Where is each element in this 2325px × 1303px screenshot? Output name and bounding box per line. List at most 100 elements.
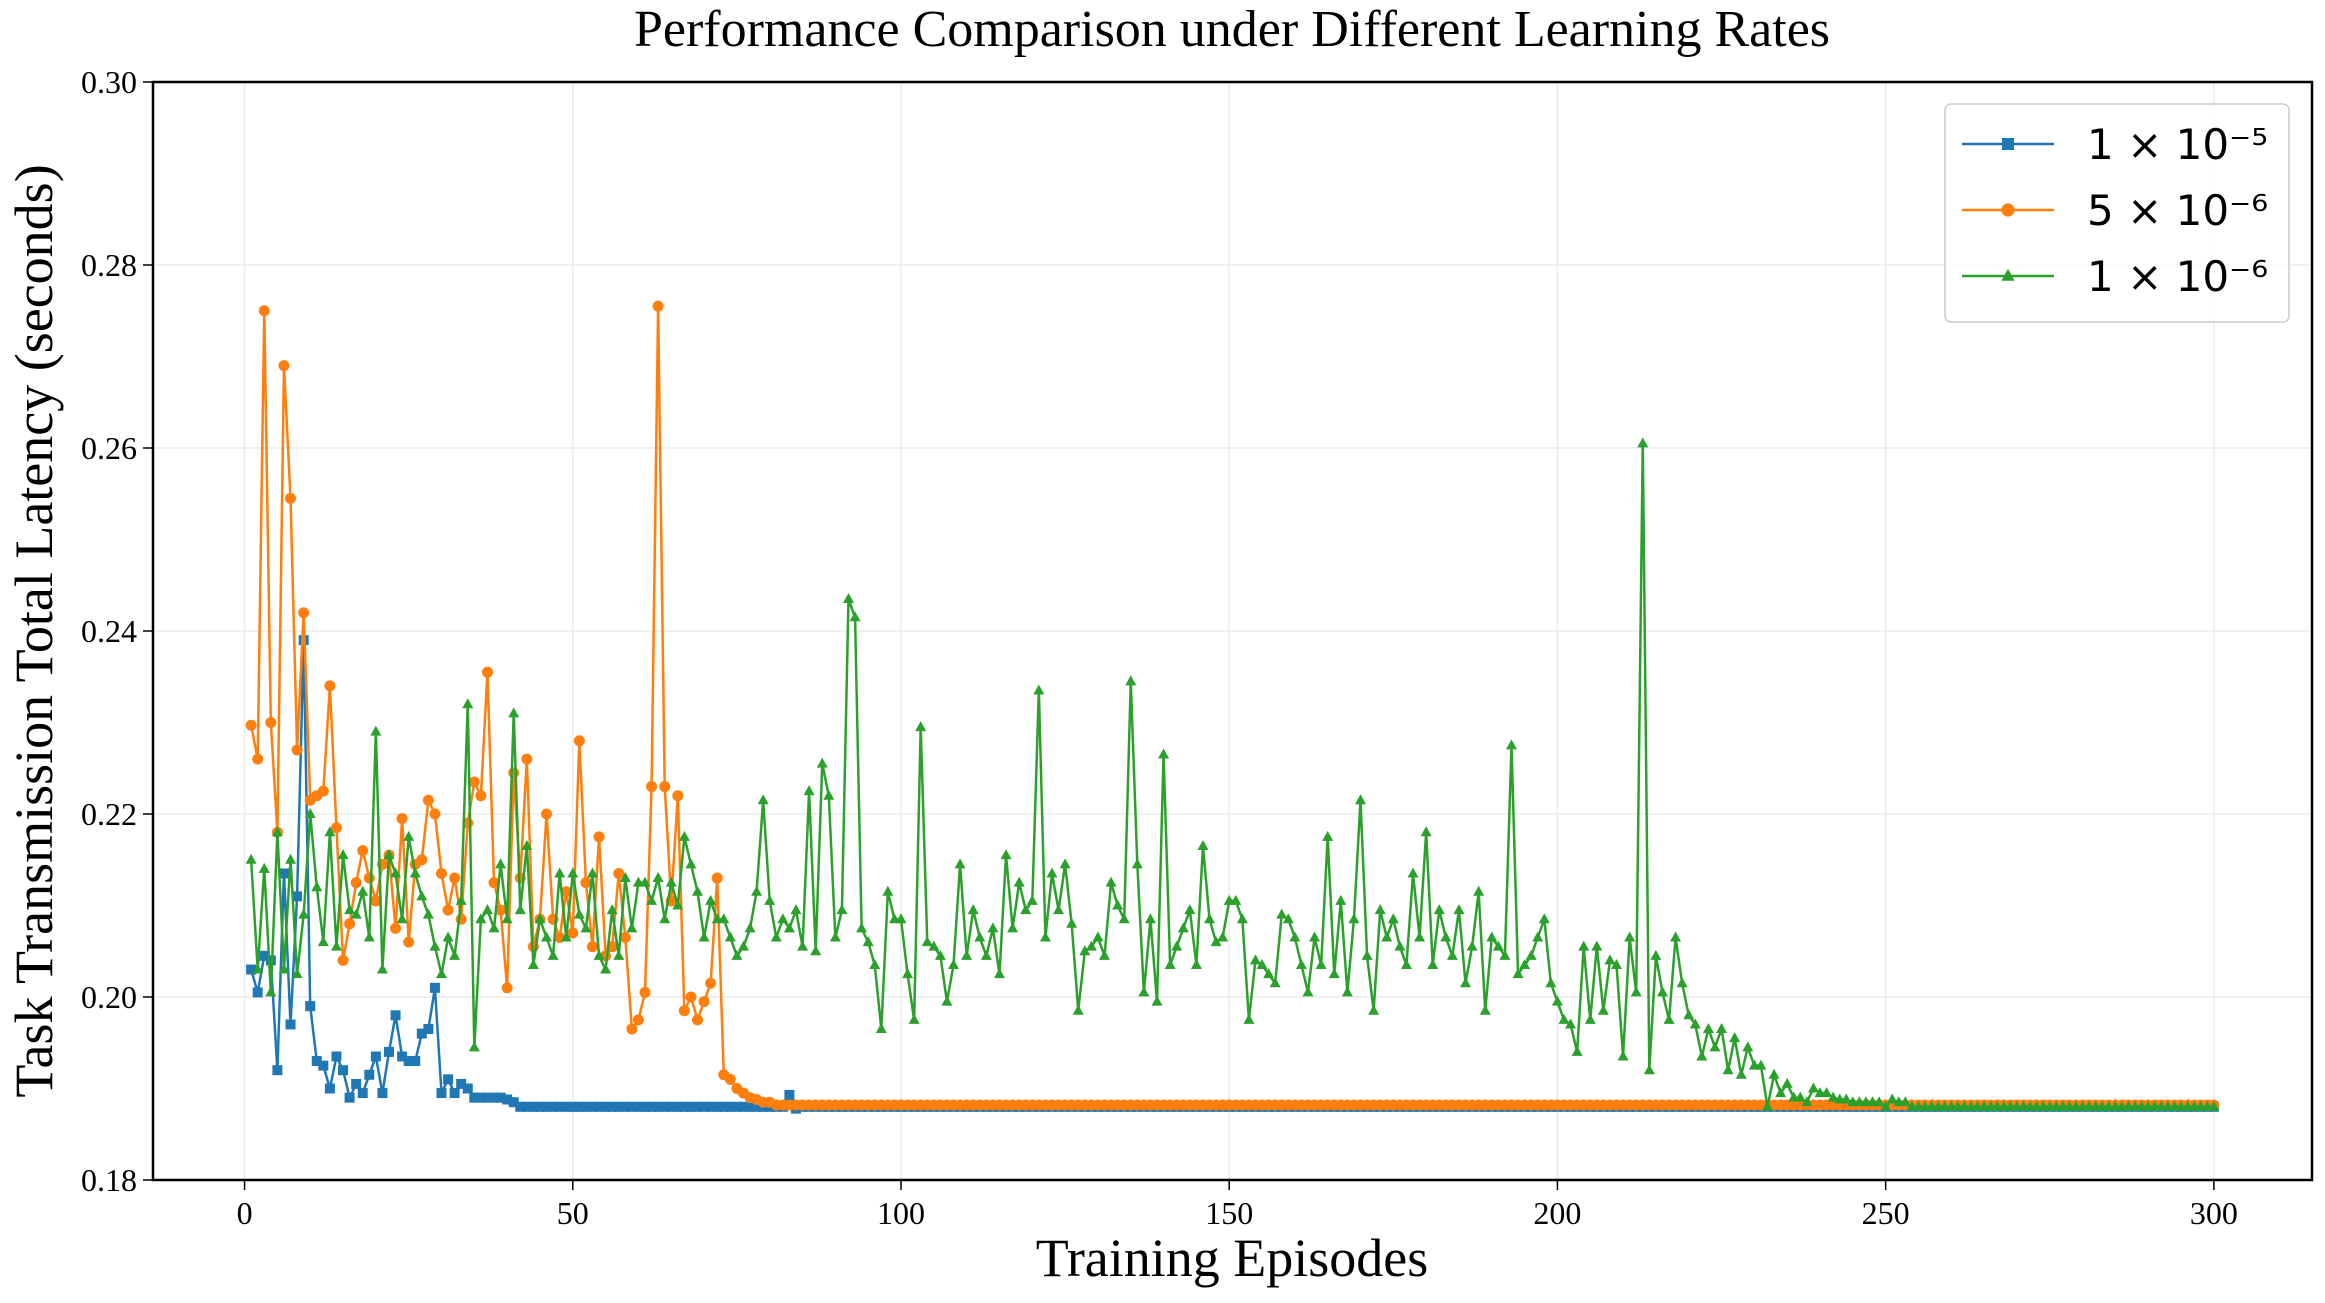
marker bbox=[816, 757, 828, 768]
marker bbox=[1466, 940, 1478, 951]
marker bbox=[298, 908, 310, 919]
marker bbox=[1249, 954, 1261, 965]
marker bbox=[724, 1073, 736, 1085]
marker bbox=[725, 1101, 736, 1112]
marker bbox=[1794, 1091, 1806, 1102]
marker bbox=[390, 922, 402, 934]
marker bbox=[429, 940, 441, 951]
marker bbox=[646, 1101, 657, 1112]
marker bbox=[586, 941, 598, 953]
marker bbox=[685, 991, 697, 1003]
marker bbox=[1624, 931, 1636, 942]
marker bbox=[842, 592, 854, 603]
marker bbox=[948, 958, 960, 969]
marker bbox=[1689, 1018, 1701, 1029]
marker bbox=[245, 719, 257, 731]
marker bbox=[639, 986, 651, 998]
series bbox=[245, 300, 2220, 1111]
marker bbox=[1020, 904, 1032, 915]
marker bbox=[626, 1023, 638, 1035]
marker bbox=[514, 904, 526, 915]
x-tick-label: 100 bbox=[877, 1195, 925, 1231]
marker bbox=[443, 1074, 454, 1085]
marker bbox=[1709, 1041, 1721, 1052]
legend-marker bbox=[2001, 203, 2015, 217]
marker bbox=[1446, 949, 1458, 960]
marker bbox=[475, 913, 487, 924]
marker bbox=[357, 885, 369, 896]
marker bbox=[1821, 1087, 1833, 1098]
marker bbox=[554, 1101, 565, 1112]
marker bbox=[311, 1056, 322, 1067]
marker bbox=[1210, 936, 1222, 947]
marker bbox=[921, 936, 933, 947]
marker bbox=[1473, 885, 1485, 896]
marker bbox=[639, 1101, 650, 1112]
marker bbox=[363, 931, 375, 942]
marker bbox=[745, 1101, 756, 1112]
marker bbox=[1184, 904, 1196, 915]
marker bbox=[1604, 954, 1616, 965]
marker bbox=[678, 830, 690, 841]
marker bbox=[895, 913, 907, 924]
marker bbox=[593, 831, 605, 843]
marker bbox=[1532, 931, 1544, 942]
marker bbox=[594, 1101, 605, 1112]
marker bbox=[678, 1005, 690, 1017]
marker bbox=[652, 300, 664, 312]
marker bbox=[1204, 913, 1216, 924]
plot-frame bbox=[151, 80, 2314, 1182]
marker bbox=[1525, 949, 1537, 960]
marker bbox=[1072, 1004, 1084, 1015]
marker bbox=[967, 904, 979, 915]
marker bbox=[285, 1019, 296, 1030]
y-tick-label: 0.24 bbox=[81, 613, 137, 649]
marker bbox=[1558, 1013, 1570, 1024]
marker bbox=[357, 1088, 368, 1099]
marker bbox=[653, 1101, 664, 1112]
marker bbox=[363, 872, 375, 884]
marker bbox=[265, 986, 277, 997]
marker bbox=[744, 922, 756, 933]
marker bbox=[1683, 1009, 1695, 1020]
x-tick-label: 50 bbox=[557, 1195, 589, 1231]
marker bbox=[1112, 899, 1124, 910]
y-tick-label: 0.28 bbox=[81, 247, 137, 283]
marker bbox=[1460, 977, 1472, 988]
marker bbox=[1486, 931, 1498, 942]
marker bbox=[1131, 858, 1143, 869]
marker bbox=[1374, 904, 1386, 915]
marker bbox=[482, 1092, 493, 1103]
marker bbox=[1243, 1013, 1255, 1024]
marker bbox=[449, 1088, 460, 1099]
marker bbox=[528, 1101, 539, 1112]
marker bbox=[495, 858, 507, 869]
marker bbox=[659, 781, 671, 793]
marker bbox=[1309, 931, 1321, 942]
marker bbox=[764, 894, 776, 905]
marker bbox=[639, 876, 651, 887]
marker bbox=[1177, 922, 1189, 933]
marker bbox=[961, 949, 973, 960]
marker bbox=[1322, 830, 1334, 841]
marker bbox=[803, 785, 815, 796]
marker bbox=[481, 666, 493, 678]
legend-marker bbox=[2001, 268, 2015, 281]
marker bbox=[547, 949, 559, 960]
marker bbox=[580, 922, 592, 933]
marker bbox=[1519, 958, 1531, 969]
marker bbox=[344, 1092, 355, 1103]
marker bbox=[1098, 949, 1110, 960]
marker bbox=[797, 940, 809, 951]
marker bbox=[409, 867, 421, 878]
marker bbox=[370, 1051, 381, 1062]
marker bbox=[862, 936, 874, 947]
marker bbox=[305, 1001, 316, 1012]
marker bbox=[534, 913, 546, 924]
marker bbox=[548, 1101, 559, 1112]
marker bbox=[1328, 968, 1340, 979]
marker bbox=[495, 1092, 506, 1103]
marker bbox=[541, 1101, 552, 1112]
